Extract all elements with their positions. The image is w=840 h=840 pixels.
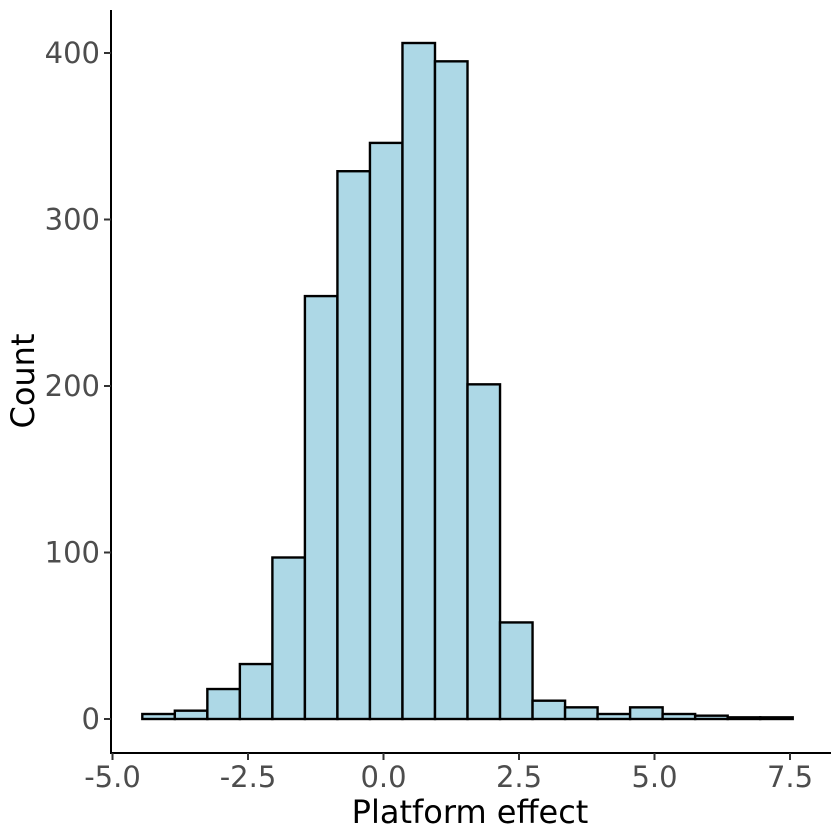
x-tick-label: -2.5 — [220, 760, 277, 794]
x-tick-label: 0.0 — [360, 760, 406, 794]
y-tick-label: 100 — [45, 536, 100, 570]
histogram-bar — [531, 699, 567, 721]
histogram-bar — [336, 170, 372, 721]
y-tick-label: 300 — [45, 203, 100, 237]
histogram-bar — [628, 706, 664, 721]
y-tick-label: 0 — [82, 702, 100, 736]
histogram-bar — [726, 716, 762, 721]
histogram-bar — [303, 294, 339, 721]
histogram-bar — [498, 621, 534, 721]
histogram-bar — [401, 41, 437, 721]
histogram-bar — [271, 556, 307, 721]
histogram-bar — [173, 709, 209, 721]
x-tick-label: -5.0 — [84, 760, 141, 794]
histogram-bars — [141, 41, 794, 721]
y-axis-ticks: 0 100 200 300 400 — [45, 36, 111, 736]
histogram-bar — [433, 60, 469, 721]
histogram-bar — [368, 141, 404, 721]
histogram-bar — [238, 662, 274, 721]
x-tick-label: 7.5 — [767, 760, 813, 794]
histogram-bar — [141, 712, 177, 721]
histogram-bar — [693, 714, 729, 721]
histogram-bar — [206, 687, 242, 721]
histogram-bar — [758, 716, 794, 721]
y-tick-label: 200 — [45, 369, 100, 403]
x-axis-title: Platform effect — [352, 793, 589, 831]
x-tick-label: 5.0 — [631, 760, 677, 794]
x-tick-label: 2.5 — [496, 760, 542, 794]
histogram-bar — [466, 383, 502, 721]
x-axis-ticks: -5.0 -2.5 0.0 2.5 5.0 7.5 — [84, 753, 813, 794]
histogram-bar — [661, 712, 697, 721]
histogram-bar — [563, 706, 599, 721]
histogram-bar — [596, 712, 632, 721]
y-axis-title: Count — [4, 333, 42, 428]
y-tick-label: 400 — [45, 36, 100, 70]
